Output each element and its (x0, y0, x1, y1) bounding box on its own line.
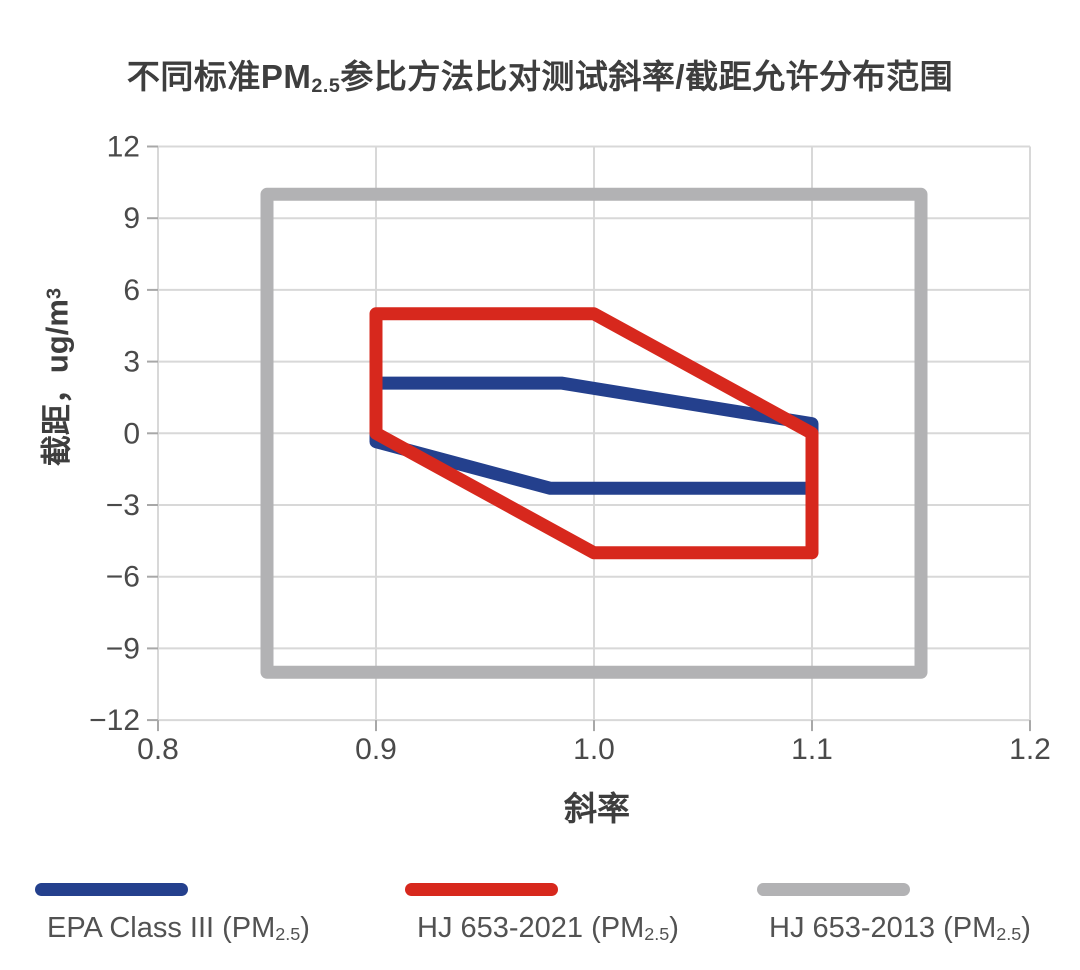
legend-item-hj-653-2021: HJ 653-2021 (PM2.5) (405, 883, 679, 945)
x-tick-label: 1.2 (1009, 733, 1051, 766)
legend-label-text: EPA Class III (PM (47, 912, 276, 944)
x-tick-label: 0.9 (355, 733, 397, 766)
x-tick-label: 1.0 (573, 733, 615, 766)
chart-title: 不同标准PM2.5参比方法比对测试斜率/截距允许分布范围 (0, 50, 1080, 98)
legend-label-epa-class-iii: EPA Class III (PM2.5) (47, 912, 310, 945)
legend-label-text: HJ 653-2021 (PM (417, 912, 645, 944)
x-tick-label: 1.1 (791, 733, 833, 766)
legend-label-text-suffix: ) (1021, 912, 1031, 944)
legend-label-hj-653-2021: HJ 653-2021 (PM2.5) (417, 912, 679, 945)
chart-title-subscript: 2.5 (311, 75, 341, 98)
legend-label-hj-653-2013: HJ 653-2013 (PM2.5) (769, 912, 1031, 945)
legend-label-text-suffix: ) (669, 912, 679, 944)
chart-title-text: 不同标准PM (126, 58, 312, 95)
x-axis-title: 斜率 (564, 790, 630, 827)
legend-label-text: HJ 653-2013 (PM (769, 912, 997, 944)
y-axis-title-superscript: 3 (43, 287, 66, 300)
legend-label-subscript: 2.5 (644, 924, 670, 945)
y-tick-label: 12 (107, 131, 140, 164)
y-axis-title: 截距，ug/m3 (32, 288, 77, 466)
y-tick-label: −12 (89, 704, 140, 737)
y-axis-title-text: 截距，ug/m (39, 299, 75, 467)
y-tick-label: 6 (123, 274, 140, 307)
legend-label-subscript: 2.5 (996, 924, 1022, 945)
y-tick-label: 9 (123, 202, 140, 235)
legend-label-subscript: 2.5 (275, 924, 301, 945)
legend-label-text-suffix: ) (300, 912, 310, 944)
x-tick-label: 0.8 (137, 733, 179, 766)
legend-item-hj-653-2013: HJ 653-2013 (PM2.5) (757, 883, 1031, 945)
y-tick-label: −3 (106, 489, 140, 522)
y-tick-label: −6 (106, 561, 140, 594)
y-tick-label: −9 (106, 632, 140, 665)
legend-item-epa-class-iii: EPA Class III (PM2.5) (35, 883, 310, 945)
legend-swatch-epa-class-iii (35, 883, 188, 896)
hj-653-2021-region (369, 307, 819, 560)
legend-swatch-hj-653-2013 (757, 883, 910, 896)
y-tick-label: 3 (123, 346, 140, 379)
y-tick-label: 0 (123, 417, 140, 450)
chart-title-text-suffix: 参比方法比对测试斜率/截距允许分布范围 (340, 58, 954, 95)
hj-653-2013-region (260, 187, 928, 679)
legend-swatch-hj-653-2021 (405, 883, 558, 896)
